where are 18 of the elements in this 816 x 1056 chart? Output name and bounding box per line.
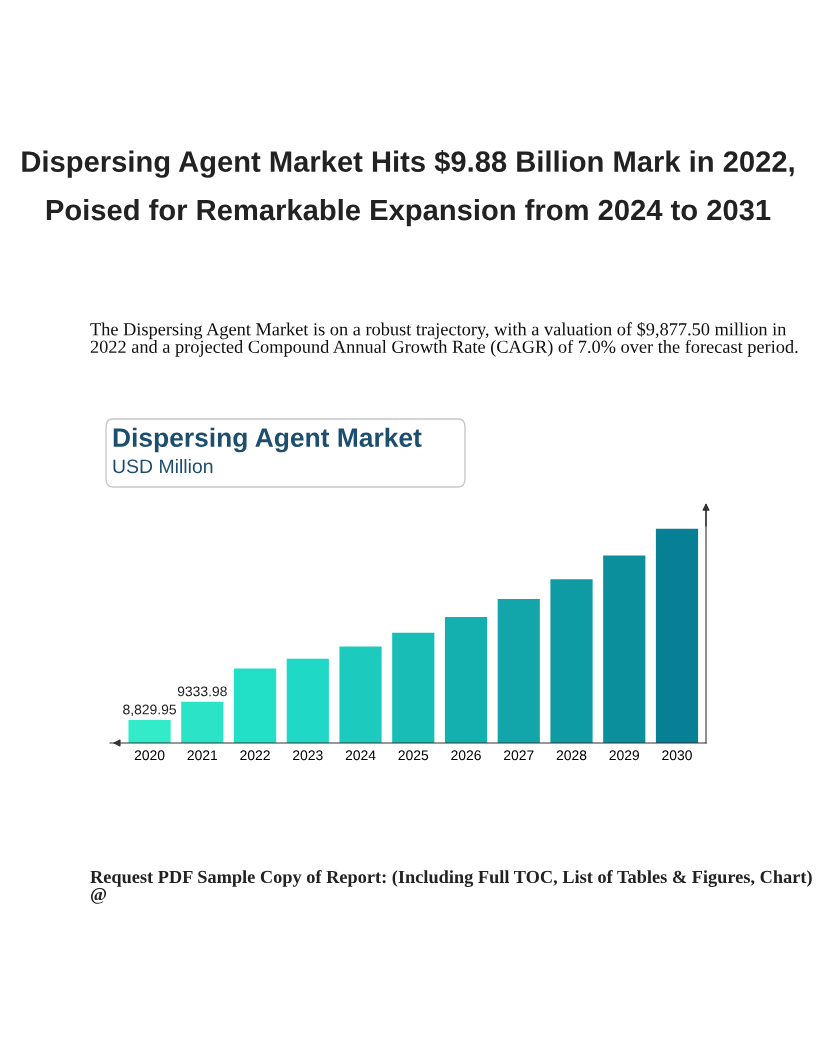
x-tick-label: 2026 xyxy=(451,750,481,761)
x-tick-label: 2025 xyxy=(398,750,429,761)
x-tick-label: 2028 xyxy=(556,750,587,761)
chart-subtitle: The Dispersing Agent Market is on a robust trajectory, with a valuation of $9,877.50 million in 2022 and a projected Compound Annual Growth Rate (CAGR) of 7.0% over the forecast period. xyxy=(90,322,798,357)
data-label: 8,829.95 xyxy=(123,704,177,717)
text: Dispersing Agent Market xyxy=(113,427,422,453)
x-tick-label: 2024 xyxy=(345,750,376,761)
text: USD Million xyxy=(113,458,213,474)
chart-title: Dispersing Agent Market Hits $9.88 Billion Mark in 2022, Poised for Remarkable Expansion from 2024 to 2031 xyxy=(22,150,794,227)
x-tick-label: 2020 xyxy=(134,750,165,761)
x-tick-label: 2027 xyxy=(504,750,534,761)
data-label: 9333.98 xyxy=(177,686,227,697)
x-tick-label: 2030 xyxy=(662,750,692,761)
text: Request PDF Sample Copy of Report: (Including Full TOC, List of Tables & Figures, Chart) @ xyxy=(90,870,812,904)
x-tick-label: 2022 xyxy=(240,750,270,761)
x-tick-label: 2029 xyxy=(609,750,640,761)
x-tick-label: 2021 xyxy=(187,750,218,761)
x-tick-label: 2023 xyxy=(293,750,323,761)
